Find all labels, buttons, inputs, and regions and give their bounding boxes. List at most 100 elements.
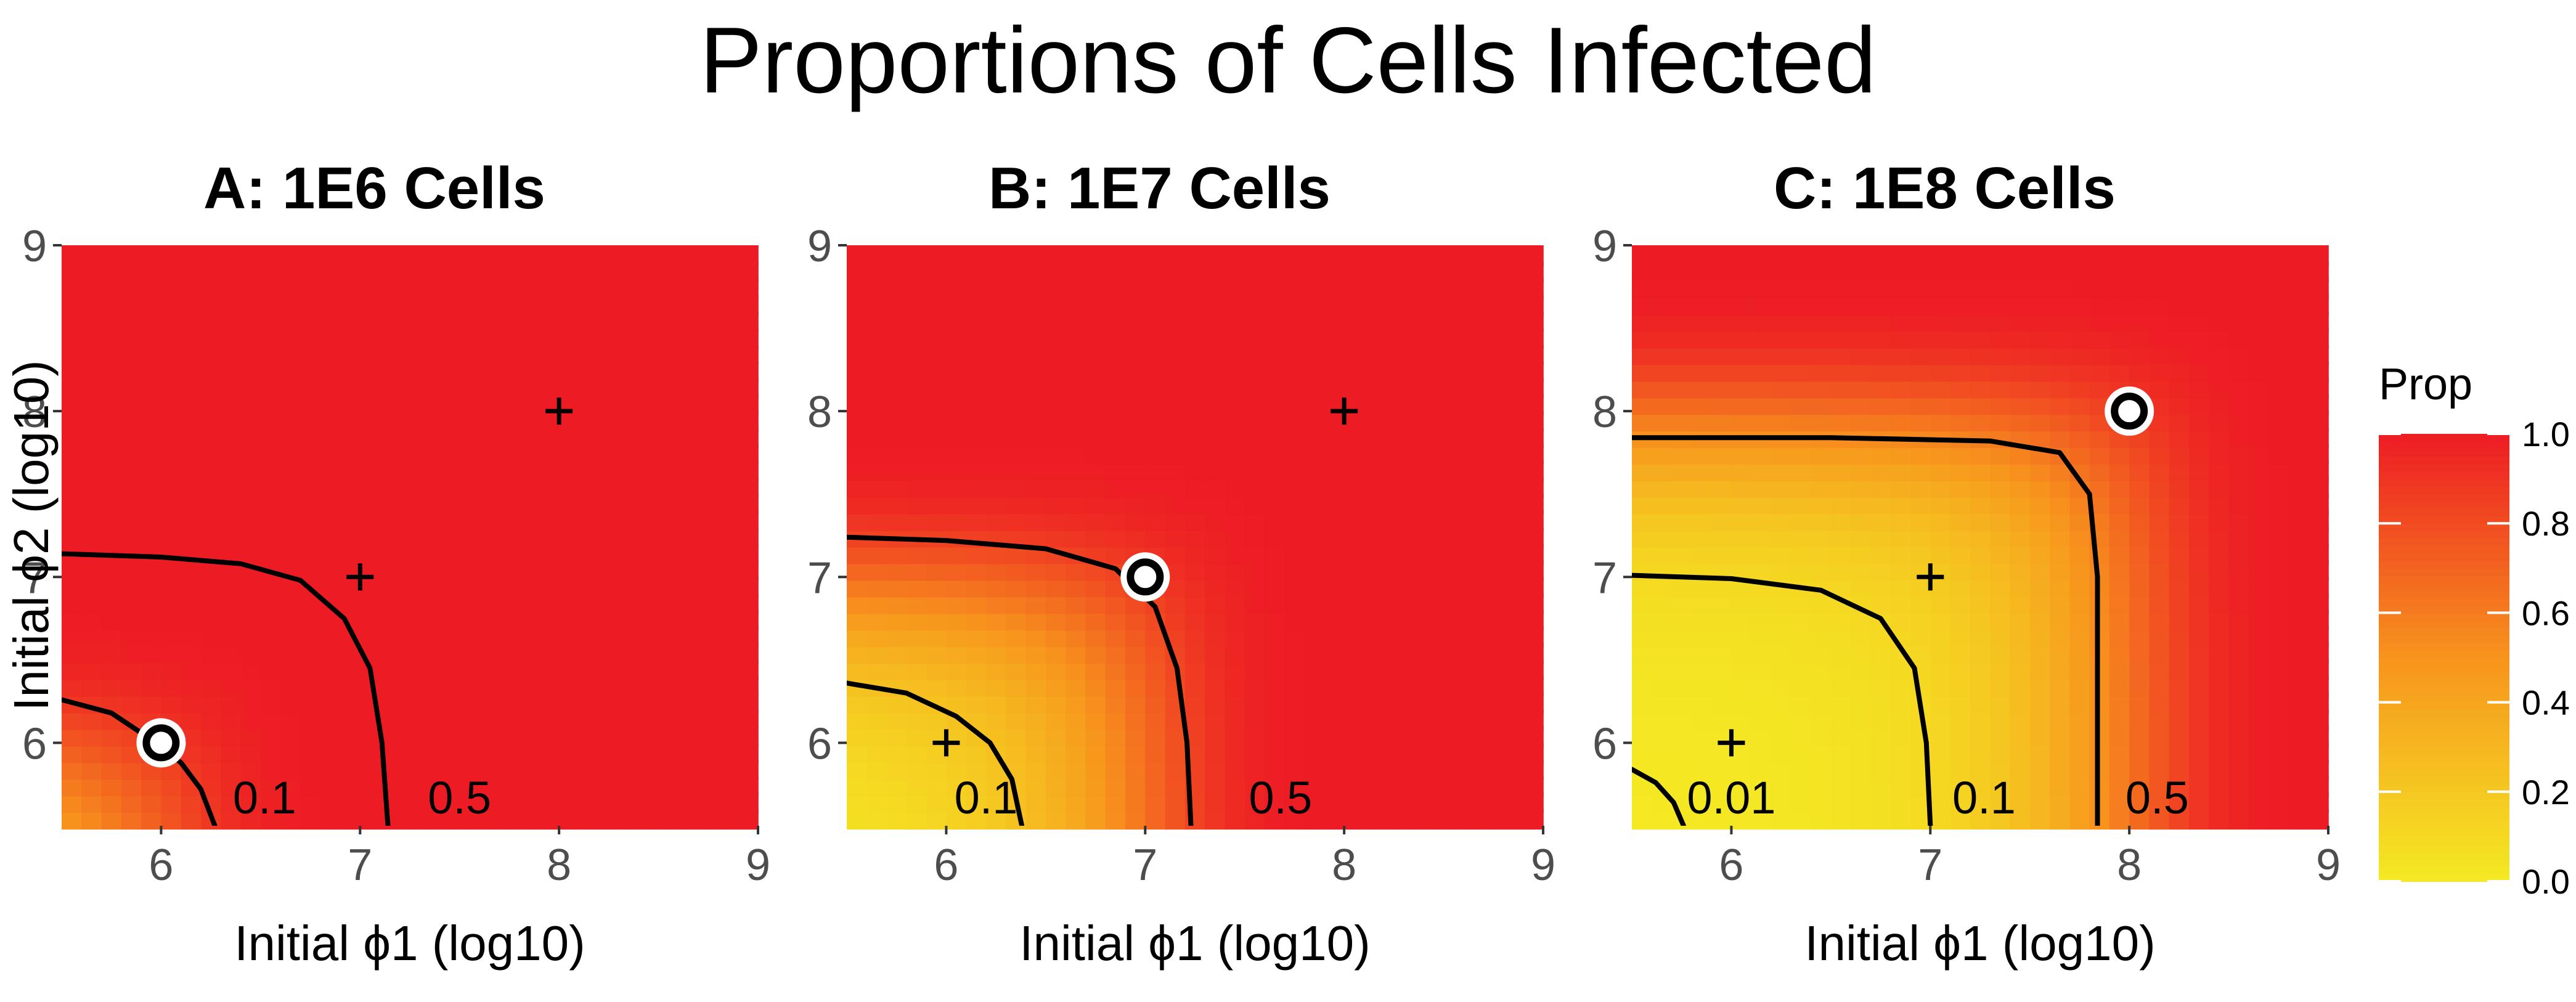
legend-swatch (2379, 635, 2509, 643)
heatmap-tile (420, 245, 441, 266)
legend-swatch (2379, 590, 2509, 599)
x-tick-label: 6 (1719, 841, 1743, 890)
legend-tick-label: 1.0 (2522, 415, 2570, 454)
heatmap-tile (2010, 245, 2031, 266)
heatmap-tile (1324, 245, 1345, 266)
heatmap-tile (1165, 245, 1186, 266)
heatmap-tile (1930, 245, 1951, 266)
heatmap-tile (1632, 245, 1653, 266)
legend-swatch (2379, 583, 2509, 592)
heatmap-tile (1025, 245, 1046, 266)
heatmap-tile (1364, 245, 1385, 266)
circle-marker (136, 718, 186, 768)
heatmap-tile (2149, 245, 2170, 266)
legend-swatch (2379, 844, 2509, 852)
heatmap-tile (1771, 245, 1792, 266)
heatmap-tile (847, 245, 868, 266)
x-tick-label: 8 (1332, 841, 1356, 890)
x-axis-title: Initial ϕ1 (log10) (1019, 916, 1371, 971)
heatmap-tile (698, 245, 719, 266)
heatmap-tile (559, 245, 580, 266)
heatmap-tile (738, 245, 759, 266)
heatmap-tile (1691, 245, 1712, 266)
y-tick-label: 6 (807, 719, 832, 768)
heatmap-tile (360, 245, 381, 266)
heatmap-tile (161, 245, 182, 266)
y-tick-label: 6 (1592, 719, 1617, 768)
legend-swatch (2379, 486, 2509, 494)
heatmap-tile (2029, 245, 2050, 266)
heatmap-tile (1671, 245, 1692, 266)
legend-colorbar (2379, 434, 2509, 882)
heatmap-tile (1344, 245, 1365, 266)
y-tick-label: 8 (1592, 388, 1617, 437)
contour-label: 0.5 (428, 772, 491, 823)
panel-2: B: 1E7 Cells 0.1 0.5 6 7 8 9 6 7 8 9 Initial ϕ1 (lo… (807, 155, 1555, 971)
heatmap-tile (1523, 245, 1544, 266)
y-tick-label: 7 (1592, 553, 1617, 603)
legend-swatch (2379, 858, 2509, 867)
heatmap-tile (519, 245, 540, 266)
heatmap-tile (399, 245, 420, 266)
legend-swatch (2379, 821, 2509, 830)
heatmap-tile (1265, 245, 1286, 266)
panels: A: 1E6 Cells 0.1 0.5 6 7 8 9 6 7 8 9 Initial ϕ1 (lo… (4, 155, 2341, 971)
legend-swatch (2379, 739, 2509, 748)
heatmap-tile (539, 245, 560, 266)
heatmap-tile (1404, 245, 1425, 266)
y-tick-label: 8 (22, 388, 47, 437)
heatmap-tile (479, 245, 500, 266)
legend-tick-label: 0.2 (2522, 773, 2570, 812)
legend-swatch (2379, 814, 2509, 823)
legend-swatch (2379, 732, 2509, 741)
heatmap-tile (1711, 245, 1732, 266)
heatmap-tile (1006, 245, 1027, 266)
heatmap-tile (260, 245, 281, 266)
x-axis-title: Initial ϕ1 (log10) (234, 916, 585, 971)
x-tick-label: 8 (547, 841, 571, 890)
x-tick-label: 8 (2117, 841, 2142, 890)
heatmap-tile (2129, 245, 2150, 266)
heatmap-tile (1443, 245, 1464, 266)
heatmap-tile (619, 245, 640, 266)
heatmap-tile (2089, 245, 2110, 266)
x-tick-label: 7 (1133, 841, 1157, 890)
legend-swatch (2379, 560, 2509, 569)
x-tick-label: 9 (1531, 841, 1555, 890)
legend-swatch (2379, 836, 2509, 845)
plus-marker (346, 563, 374, 591)
legend-swatch (2379, 851, 2509, 860)
legend-swatch (2379, 441, 2509, 450)
heatmap-tile (201, 245, 222, 266)
heatmap-tile (2268, 245, 2289, 266)
panel-3: C: 1E8 Cells 0.01 0.1 0.5 6 7 8 9 6 7 8 9 Initial ϕ1… (1592, 155, 2341, 971)
heatmap-tile (2069, 245, 2090, 266)
legend-swatch (2379, 799, 2509, 807)
heatmap-tile (658, 245, 679, 266)
axes: 6 7 8 9 6 7 8 9 Initial ϕ1 (log10) Initial ϕ2 (lo… (4, 222, 770, 971)
legend-swatch (2379, 493, 2509, 502)
legend-tick-label: 0.6 (2522, 593, 2570, 632)
heatmap-tile (946, 245, 967, 266)
legend-swatch (2379, 531, 2509, 539)
legend-swatch (2379, 747, 2509, 756)
legend-swatch (2379, 598, 2509, 606)
legend-swatch (2379, 538, 2509, 547)
legend-swatch (2379, 471, 2509, 479)
y-tick-label: 9 (1592, 222, 1617, 271)
heatmap-tile (2308, 245, 2329, 266)
heatmap-tile (81, 245, 102, 266)
legend-swatch (2379, 776, 2509, 785)
heatmap-tile (221, 245, 242, 266)
legend-swatch (2379, 456, 2509, 465)
legend-swatch (2379, 717, 2509, 725)
heatmap-tile (300, 245, 321, 266)
legend-swatch (2379, 575, 2509, 584)
heatmap-tile (320, 245, 341, 266)
legend-swatch (2379, 665, 2509, 674)
heatmap-tile (1304, 245, 1325, 266)
legend-swatch (2379, 463, 2509, 472)
heatmap-tile (1463, 245, 1484, 266)
heatmap-tile (2209, 245, 2230, 266)
